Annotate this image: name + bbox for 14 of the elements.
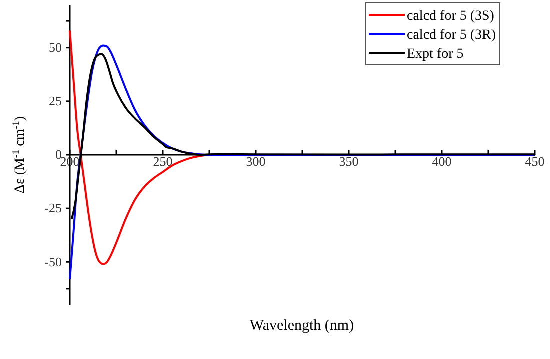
legend-label: Expt for 5 <box>407 47 464 62</box>
x-tick-label: 400 <box>432 154 452 170</box>
y-tick-label: 0 <box>56 147 62 162</box>
x-axis-title: Wavelength (nm) <box>250 318 354 334</box>
x-tick-label: 450 <box>525 154 545 170</box>
y-tick-label: 50 <box>49 40 62 56</box>
legend-label: calcd for 5 (3R) <box>407 28 496 43</box>
y-tick-label: -50 <box>44 254 62 270</box>
y-tick-label: 25 <box>49 94 62 109</box>
legend-label: calcd for 5 (3S) <box>407 9 495 24</box>
x-tick-label: 250 <box>153 154 173 170</box>
x-tick-label: 350 <box>339 154 359 170</box>
y-tick-label: -25 <box>44 200 62 216</box>
x-tick-label: 300 <box>246 154 266 170</box>
